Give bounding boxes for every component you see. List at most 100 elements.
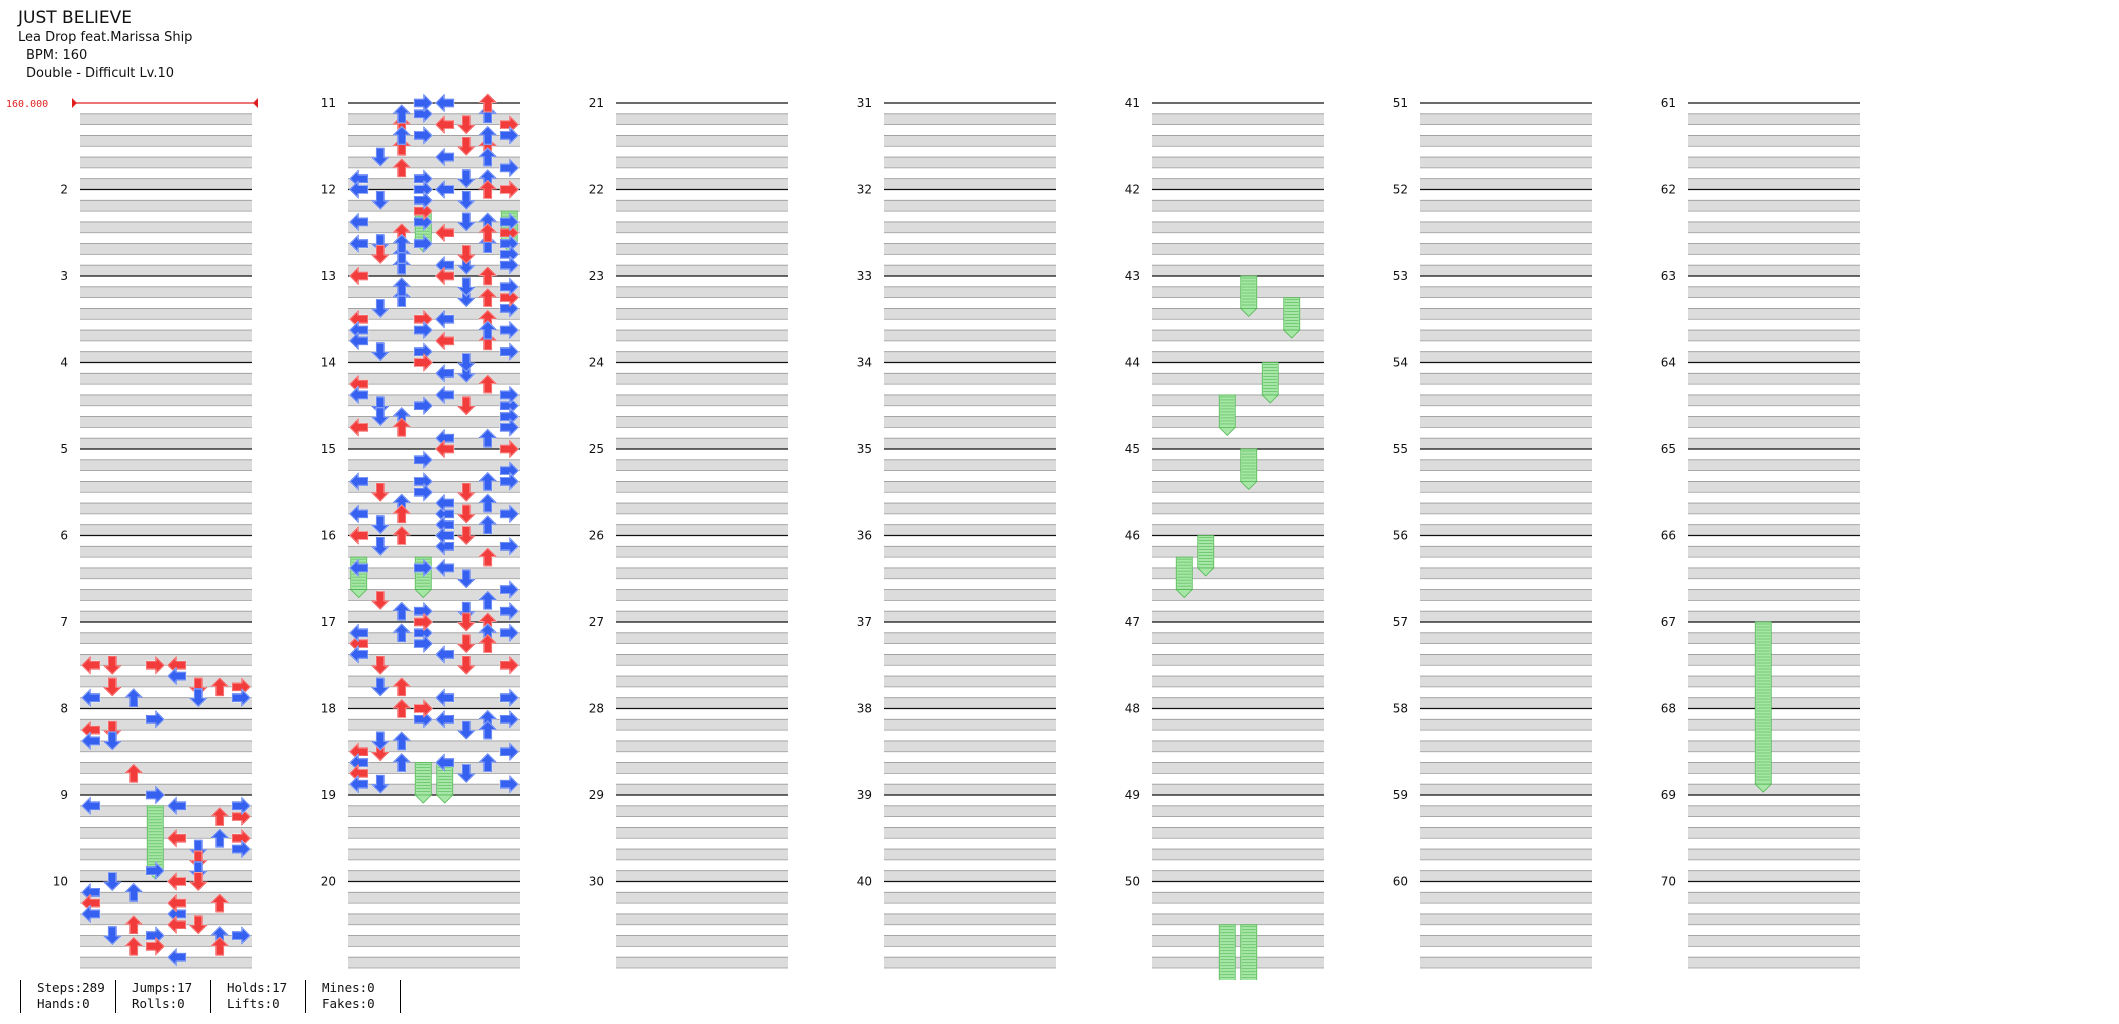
beat-band bbox=[1688, 373, 1860, 385]
beat-band bbox=[884, 719, 1056, 731]
beat-band bbox=[884, 503, 1056, 514]
beat-band bbox=[1420, 265, 1592, 276]
arrow-note bbox=[499, 537, 519, 556]
beat-band bbox=[884, 957, 1056, 968]
measure-number: 21 bbox=[589, 96, 604, 110]
arrow-note bbox=[349, 558, 369, 578]
arrow-note bbox=[499, 688, 519, 707]
arrow-outline bbox=[499, 580, 519, 599]
beat-band bbox=[616, 589, 788, 601]
beat-band bbox=[1420, 546, 1592, 558]
beat-band bbox=[80, 394, 252, 406]
measure-number: 55 bbox=[1393, 442, 1408, 456]
arrow-note bbox=[499, 342, 519, 361]
arrow-outline bbox=[457, 482, 476, 502]
song-bpm: BPM: 160 bbox=[26, 48, 88, 63]
measure-number: 14 bbox=[321, 356, 336, 370]
beat-band bbox=[1688, 654, 1860, 666]
arrow-outline bbox=[392, 255, 411, 275]
beat-band bbox=[616, 265, 788, 276]
arrow-outline bbox=[457, 601, 476, 621]
arrow-outline bbox=[103, 872, 122, 891]
beat-band bbox=[348, 957, 520, 968]
beat-band bbox=[616, 913, 788, 925]
beat-band bbox=[348, 503, 520, 514]
arrow-note bbox=[103, 655, 122, 675]
arrow-note bbox=[167, 666, 187, 686]
arrow-note bbox=[349, 180, 369, 199]
arrow-outline bbox=[371, 396, 390, 416]
measure-number: 41 bbox=[1125, 96, 1140, 110]
beat-band bbox=[616, 935, 788, 947]
arrow-note bbox=[499, 126, 519, 145]
beat-band bbox=[884, 135, 1056, 147]
arrow-note bbox=[499, 742, 519, 761]
arrow-outline bbox=[478, 472, 497, 491]
beat-band bbox=[80, 697, 252, 709]
beat-band bbox=[616, 676, 788, 687]
arrow-note bbox=[124, 882, 143, 902]
arrow-note bbox=[435, 558, 455, 578]
beat-band bbox=[1420, 416, 1592, 428]
hold-tail bbox=[1239, 308, 1258, 318]
beat-band bbox=[1420, 438, 1592, 449]
arrow-outline bbox=[145, 861, 165, 880]
measure: 7 bbox=[60, 615, 252, 709]
arrow-outline bbox=[457, 353, 476, 372]
measure: 30 bbox=[589, 875, 788, 969]
arrow-outline bbox=[189, 861, 208, 881]
measure-number: 34 bbox=[857, 356, 872, 370]
beat-band bbox=[1688, 784, 1860, 795]
arrow-outline bbox=[457, 115, 476, 135]
arrow-note bbox=[435, 753, 455, 772]
beat-band bbox=[616, 546, 788, 558]
arrow-note bbox=[392, 677, 411, 697]
beat-band bbox=[80, 503, 252, 514]
arrow-note bbox=[145, 656, 165, 675]
beat-band bbox=[80, 416, 252, 428]
arrow-outline bbox=[167, 872, 187, 891]
arrow-note bbox=[478, 493, 497, 513]
arrow-note bbox=[413, 634, 433, 653]
arrow-outline bbox=[167, 829, 187, 848]
hold-tail bbox=[414, 589, 433, 599]
stats-col-mines: Mines:0 Fakes:0 bbox=[305, 980, 401, 1014]
arrow-outline bbox=[457, 191, 476, 210]
arrow-note bbox=[124, 915, 143, 935]
arrow-note bbox=[371, 147, 390, 167]
beat-band bbox=[884, 935, 1056, 947]
arrow-note bbox=[145, 785, 165, 805]
arrow-note bbox=[457, 655, 476, 675]
beat-band bbox=[1688, 762, 1860, 774]
arrow-outline bbox=[413, 353, 433, 372]
beat-band bbox=[1152, 135, 1324, 147]
arrow-note bbox=[349, 526, 369, 545]
arrow-outline bbox=[392, 753, 411, 772]
beat-band bbox=[348, 330, 520, 341]
arrow-note bbox=[435, 223, 455, 242]
arrow-outline bbox=[392, 623, 411, 643]
beat-band bbox=[884, 697, 1056, 709]
arrow-outline bbox=[413, 126, 433, 145]
beat-band bbox=[884, 567, 1056, 579]
measure-number: 8 bbox=[60, 702, 68, 716]
beat-band bbox=[1688, 740, 1860, 752]
arrow-note bbox=[435, 180, 455, 199]
measure-number: 64 bbox=[1661, 356, 1676, 370]
measure: 19 bbox=[321, 788, 520, 882]
arrow-note bbox=[457, 212, 476, 232]
beat-band bbox=[348, 913, 520, 925]
beat-band bbox=[1688, 632, 1860, 644]
beat-band bbox=[616, 870, 788, 882]
arrow-note bbox=[349, 385, 369, 405]
arrow-note bbox=[167, 893, 187, 913]
arrow-outline bbox=[499, 158, 519, 178]
measure-number: 15 bbox=[321, 442, 336, 456]
arrow-outline bbox=[371, 537, 390, 556]
beat-band bbox=[1420, 481, 1592, 493]
measure: 69 bbox=[1661, 788, 1860, 882]
arrow-outline bbox=[371, 591, 390, 610]
beat-band bbox=[1420, 935, 1592, 947]
beat-band bbox=[1420, 113, 1592, 125]
arrow-note bbox=[457, 612, 476, 632]
